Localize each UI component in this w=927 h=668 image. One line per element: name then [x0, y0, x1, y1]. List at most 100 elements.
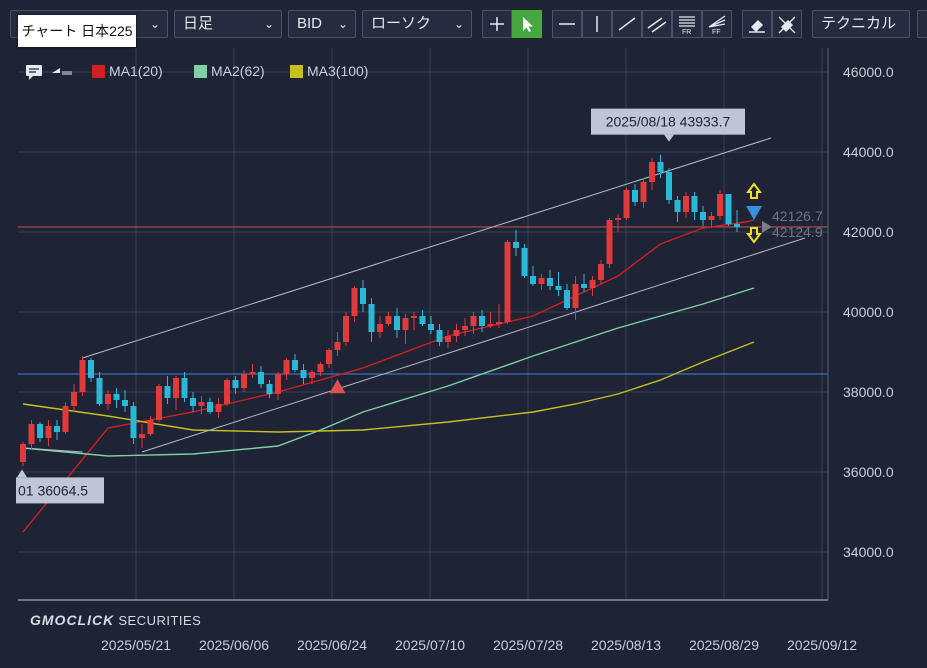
parallel-channel-button[interactable]	[642, 10, 672, 38]
candle-up	[309, 372, 315, 378]
candle-down	[88, 360, 94, 378]
legend-ma1-label: MA1(20)	[109, 63, 163, 79]
high-callout-pointer	[664, 134, 674, 142]
candle-down	[666, 172, 672, 200]
candle-down	[428, 324, 434, 330]
x-tick-label: 2025/07/28	[493, 637, 563, 653]
candle-down	[232, 380, 239, 388]
candle-up	[615, 218, 621, 220]
candle-up	[79, 360, 86, 392]
x-tick-label: 2025/05/21	[101, 637, 171, 653]
annotations: 2025/08/18 43933.7 01 36064.5 42126.742124…	[16, 108, 823, 504]
candle-up	[453, 330, 460, 336]
chevron-down-icon: ⌄	[453, 17, 464, 31]
cursor-button[interactable]	[512, 10, 542, 38]
erase-all-button[interactable]	[772, 10, 802, 38]
candle-up	[275, 374, 281, 394]
legend-ma3: MA3(100)	[290, 60, 368, 82]
candle-down	[190, 398, 196, 406]
candle-up	[198, 402, 205, 406]
candle-up	[241, 374, 247, 388]
price-type-select[interactable]: BID ⌄	[288, 10, 356, 38]
trend-line-icon	[618, 17, 636, 31]
y-tick-label: 44000.0	[843, 144, 894, 160]
collapse-legend-icon[interactable]	[50, 60, 74, 86]
candle-up	[538, 278, 545, 284]
fibonacci-retracement-button[interactable]: FR	[672, 10, 702, 38]
crosshair-icon	[490, 17, 504, 31]
candle-down	[479, 316, 485, 326]
candle-down	[674, 200, 681, 212]
fibonacci-fan-button[interactable]: FF	[702, 10, 732, 38]
candle-up	[105, 394, 111, 404]
candle-down	[113, 394, 120, 400]
message-icon[interactable]	[24, 60, 46, 86]
candle-down	[725, 194, 732, 224]
candle-up	[71, 392, 77, 406]
candle-up	[156, 386, 162, 420]
trend-line-button[interactable]	[612, 10, 642, 38]
candle-down	[37, 424, 43, 438]
y-tick-label: 38000.0	[843, 384, 894, 400]
candle-up	[606, 220, 613, 264]
legend-ma3-swatch	[290, 65, 303, 78]
y-tick-label: 40000.0	[843, 304, 894, 320]
legend-ma2: MA2(62)	[194, 60, 265, 82]
low-callout-label: 01 36064.5	[18, 482, 88, 498]
x-tick-label: 2025/06/06	[199, 637, 269, 653]
down-arrow-icon	[746, 227, 762, 244]
price-type-label: BID	[297, 15, 323, 32]
candle-up	[224, 380, 230, 404]
candle-down	[436, 330, 443, 342]
legend-ma2-label: MA2(62)	[211, 63, 265, 79]
candle-down	[130, 406, 137, 438]
extra-button[interactable]	[917, 10, 927, 38]
candle-up	[334, 342, 341, 350]
axes: 34000.0 36000.0 38000.0 40000.0 42000.0 44000…	[18, 48, 894, 653]
candle-up	[377, 324, 383, 332]
eraser-button[interactable]	[742, 10, 772, 38]
vertical-line-button[interactable]	[582, 10, 612, 38]
period-select[interactable]: 日足 ⌄	[174, 10, 282, 38]
chart-style-select[interactable]: ローソク ⌄	[362, 10, 472, 38]
candle-down	[581, 284, 587, 288]
parallel-channel-icon	[647, 17, 667, 33]
up-arrow-icon	[746, 182, 762, 199]
candle-down	[292, 360, 298, 370]
buy-signal-triangle	[329, 379, 346, 394]
x-tick-label: 2025/07/10	[395, 637, 465, 653]
candle-up	[402, 318, 409, 330]
candle-down	[207, 402, 213, 412]
candle-up	[249, 372, 256, 374]
ma-line-2	[22, 287, 755, 457]
crosshair-button[interactable]	[482, 10, 512, 38]
horizontal-line-button[interactable]	[552, 10, 582, 38]
candle-down	[394, 316, 400, 330]
x-tick-label: 2025/08/13	[591, 637, 661, 653]
ma-line-3	[22, 341, 755, 433]
channel-line	[82, 137, 772, 359]
candle-up	[462, 326, 468, 330]
chevron-down-icon: ⌄	[149, 17, 160, 31]
eraser-icon	[749, 20, 765, 33]
candle-up	[351, 288, 358, 316]
chevron-down-icon: ⌄	[263, 17, 274, 31]
technical-button[interactable]: テクニカル	[812, 10, 910, 38]
candle-up	[708, 216, 715, 220]
svg-text:FF: FF	[712, 29, 721, 36]
candle-up	[20, 444, 26, 462]
candle-down	[564, 290, 570, 308]
candle-up	[496, 322, 502, 324]
x-tick-label: 2025/09/12	[787, 637, 857, 653]
candle-down	[513, 242, 519, 248]
candle-down	[555, 286, 562, 290]
candle-down	[734, 224, 740, 227]
cursor-icon	[523, 17, 533, 32]
candle-down	[700, 212, 706, 220]
period-label: 日足	[183, 15, 214, 32]
candle-down	[122, 400, 128, 406]
candle-up	[139, 434, 145, 438]
candle-up	[572, 284, 579, 308]
candle-up	[649, 162, 655, 182]
